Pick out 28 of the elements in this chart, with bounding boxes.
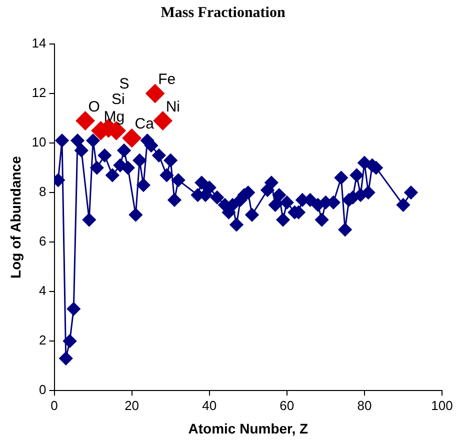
y-tick-label: 14: [32, 36, 46, 51]
x-tick-label: 80: [357, 398, 372, 413]
annotation: Si: [112, 90, 125, 108]
x-tick-label: 60: [280, 398, 294, 413]
point: [122, 128, 142, 148]
y-tick-label: 2: [39, 332, 46, 348]
x-tick-label: 40: [202, 398, 217, 413]
annotation: S: [119, 75, 130, 92]
x-tick-label: 20: [124, 398, 140, 413]
x-tick-label: 100: [431, 398, 453, 413]
y-tick-label: 0: [39, 382, 46, 398]
y-tick-label: 10: [32, 134, 46, 150]
point: [153, 111, 172, 130]
x-axis-title: Atomic Number, Z: [188, 420, 308, 436]
y-tick-label: 6: [39, 234, 46, 249]
y-tick-label: 8: [39, 184, 46, 200]
annotation: Mg: [104, 108, 125, 126]
x-tick-label: 0: [50, 398, 58, 413]
annotation: Ca: [134, 116, 155, 133]
annotation: O: [88, 98, 100, 116]
chart-title: Mass Fractionation: [160, 4, 286, 21]
y-tick-label: 12: [32, 85, 46, 100]
y-axis-title: Log of Abundance: [7, 156, 24, 278]
y-tick-label: 4: [39, 283, 46, 298]
annotation: Ni: [166, 98, 180, 116]
annotation: Fe: [158, 71, 176, 88]
point: [76, 111, 95, 130]
point: [146, 84, 165, 104]
